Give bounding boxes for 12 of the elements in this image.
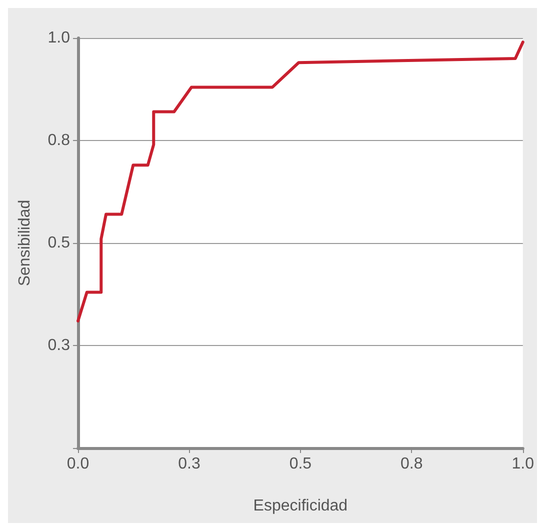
x-axis-title: Especificidad xyxy=(253,498,348,514)
y-axis-title: Sensibilidad xyxy=(16,200,34,286)
x-tick-label: 0.3 xyxy=(178,456,200,472)
x-tick-label: 0.5 xyxy=(289,456,312,472)
y-tick-label: 0.5 xyxy=(48,234,70,252)
y-tick-label: 1.0 xyxy=(48,30,70,46)
y-tick-label: 0.3 xyxy=(48,337,70,354)
x-tick-label: 0.0 xyxy=(66,456,90,472)
x-tick-label: 1.0 xyxy=(512,456,534,472)
y-tick-label: 0.8 xyxy=(48,132,70,149)
x-tick-label: 0.8 xyxy=(400,456,423,472)
line-series xyxy=(76,40,524,322)
